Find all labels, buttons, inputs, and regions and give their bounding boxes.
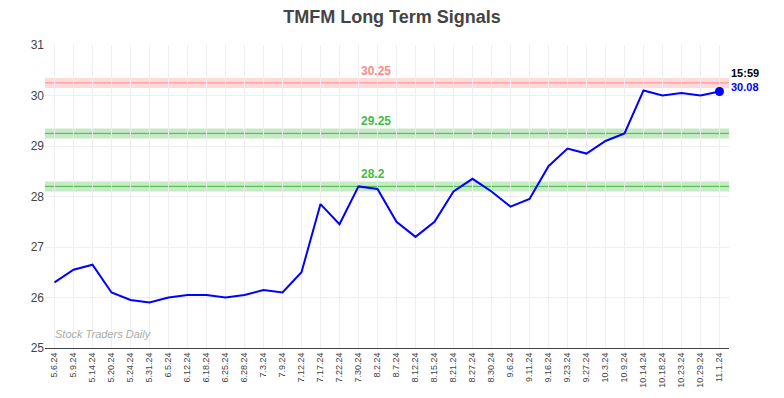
svg-text:5.6.24: 5.6.24 <box>49 353 59 378</box>
svg-text:29: 29 <box>31 139 45 153</box>
svg-text:10.3.24: 10.3.24 <box>600 353 610 383</box>
svg-text:6.12.24: 6.12.24 <box>182 353 192 383</box>
svg-text:11.1.24: 11.1.24 <box>714 353 724 382</box>
svg-text:6.25.24: 6.25.24 <box>220 353 230 383</box>
svg-text:6.28.24: 6.28.24 <box>239 353 249 383</box>
svg-text:8.15.24: 8.15.24 <box>429 353 439 383</box>
svg-text:9.11.24: 9.11.24 <box>524 353 534 382</box>
svg-text:10.29.24: 10.29.24 <box>695 353 705 388</box>
svg-text:15:59: 15:59 <box>731 67 759 79</box>
svg-text:5.14.24: 5.14.24 <box>87 353 97 383</box>
svg-text:8.12.24: 8.12.24 <box>410 353 420 383</box>
svg-text:8.30.24: 8.30.24 <box>486 353 496 383</box>
svg-text:31: 31 <box>31 38 45 52</box>
svg-text:30.25: 30.25 <box>361 64 391 78</box>
svg-text:8.7.24: 8.7.24 <box>391 353 401 378</box>
svg-text:8.21.24: 8.21.24 <box>448 353 458 383</box>
svg-text:10.9.24: 10.9.24 <box>619 353 629 383</box>
svg-text:8.2.24: 8.2.24 <box>372 353 382 378</box>
svg-text:28: 28 <box>31 190 45 204</box>
svg-text:7.22.24: 7.22.24 <box>334 353 344 383</box>
svg-text:30.08: 30.08 <box>731 81 759 93</box>
svg-text:27: 27 <box>31 240 45 254</box>
svg-text:Stock Traders Daily: Stock Traders Daily <box>55 328 152 340</box>
svg-text:26: 26 <box>31 291 45 305</box>
svg-text:7.3.24: 7.3.24 <box>258 353 268 378</box>
svg-text:9.23.24: 9.23.24 <box>562 353 572 383</box>
svg-text:6.5.24: 6.5.24 <box>163 353 173 378</box>
svg-text:5.24.24: 5.24.24 <box>125 353 135 383</box>
svg-text:5.20.24: 5.20.24 <box>106 353 116 383</box>
svg-text:25: 25 <box>31 341 45 355</box>
svg-text:10.14.24: 10.14.24 <box>638 353 648 388</box>
svg-text:30: 30 <box>31 89 45 103</box>
svg-text:5.9.24: 5.9.24 <box>68 353 78 378</box>
svg-text:8.27.24: 8.27.24 <box>467 353 477 383</box>
svg-text:6.18.24: 6.18.24 <box>201 353 211 383</box>
svg-text:7.30.24: 7.30.24 <box>353 353 363 383</box>
svg-text:29.25: 29.25 <box>361 114 391 128</box>
svg-text:28.2: 28.2 <box>361 167 385 181</box>
svg-text:TMFM Long Term Signals: TMFM Long Term Signals <box>283 7 501 27</box>
svg-text:7.9.24: 7.9.24 <box>277 353 287 378</box>
svg-text:9.6.24: 9.6.24 <box>505 353 515 378</box>
svg-text:7.17.24: 7.17.24 <box>315 353 325 383</box>
svg-text:10.18.24: 10.18.24 <box>657 353 667 388</box>
svg-text:10.23.24: 10.23.24 <box>676 353 686 388</box>
svg-text:5.31.24: 5.31.24 <box>144 353 154 383</box>
svg-text:9.27.24: 9.27.24 <box>581 353 591 383</box>
svg-text:9.16.24: 9.16.24 <box>543 353 553 383</box>
svg-text:7.12.24: 7.12.24 <box>296 353 306 383</box>
